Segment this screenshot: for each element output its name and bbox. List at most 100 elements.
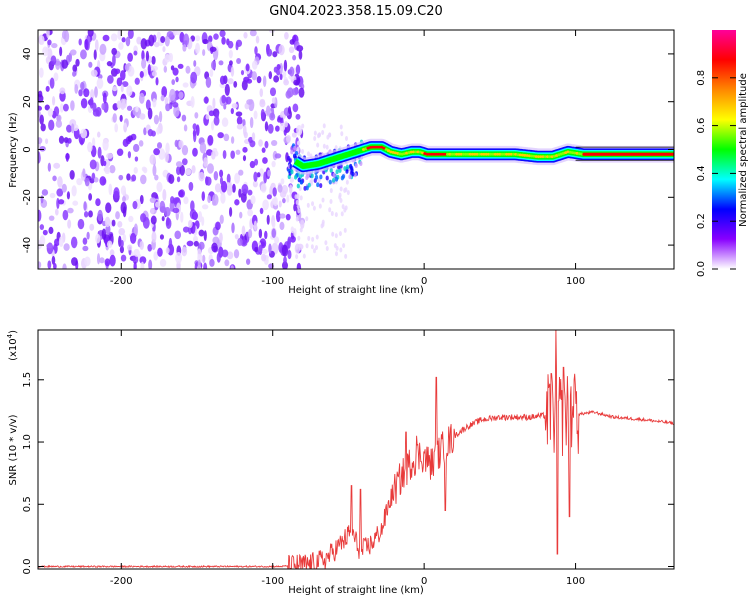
noise-blob [168, 237, 173, 250]
colorbar-tick-label: 0.2 [696, 213, 707, 229]
noise-blob [181, 114, 187, 122]
noise-blob [192, 123, 197, 131]
noise-blob [116, 77, 123, 87]
noise-blob [214, 183, 222, 193]
noise-blob [182, 44, 187, 52]
noise-blob [234, 233, 239, 240]
noise-blob [158, 111, 163, 123]
noise-blob-faint [339, 186, 343, 192]
noise-blob [287, 238, 291, 249]
noise-blob [191, 165, 196, 174]
noise-blob [121, 37, 126, 43]
noise-blob [235, 149, 241, 155]
noise-blob [133, 223, 138, 236]
noise-blob [120, 254, 127, 262]
noise-blob-faint [330, 211, 334, 217]
noise-blob [102, 92, 107, 104]
noise-blob [159, 234, 164, 240]
noise-blob [211, 199, 216, 206]
noise-blob [134, 77, 140, 85]
noise-blob [156, 127, 160, 135]
noise-blob [208, 35, 213, 43]
noise-blob [122, 138, 129, 147]
noise-blob [284, 31, 289, 40]
noise-blob [174, 30, 182, 36]
noise-blob [213, 116, 220, 126]
trace-halo [290, 149, 294, 155]
noise-blob [289, 66, 295, 77]
noise-blob [202, 49, 206, 56]
trace-core [457, 152, 461, 156]
noise-blob [161, 86, 168, 98]
noise-blob [117, 221, 123, 228]
noise-blob [230, 107, 234, 115]
noise-blob [40, 35, 45, 46]
noise-blob [99, 43, 107, 55]
noise-blob [103, 160, 107, 166]
trace-halo [348, 174, 352, 180]
snr-multiplier-exp: 4 [6, 333, 14, 338]
spectrogram-y-label: Frequency (Hz) [8, 112, 19, 188]
noise-blob [259, 207, 264, 215]
noise-blob [193, 130, 197, 143]
noise-blob [114, 123, 119, 133]
trace-core [439, 152, 443, 156]
noise-blob [133, 143, 140, 153]
noise-blob-faint [340, 211, 344, 217]
noise-blob [195, 124, 200, 136]
trace-core [373, 145, 377, 149]
noise-blob [104, 258, 111, 267]
noise-blob [113, 187, 120, 199]
noise-blob [101, 228, 107, 240]
noise-blob-faint [302, 253, 306, 259]
noise-blob [156, 181, 163, 193]
trace-halo [316, 182, 320, 188]
noise-blob [53, 106, 60, 117]
noise-blob [56, 188, 64, 197]
noise-blob [92, 137, 96, 148]
trace-core [471, 152, 475, 156]
noise-blob [118, 235, 122, 247]
noise-blob [221, 94, 227, 104]
noise-blob [273, 196, 278, 207]
noise-blob [219, 30, 226, 38]
noise-blob [234, 172, 241, 184]
noise-blob [59, 46, 63, 57]
noise-blob [241, 225, 246, 237]
trace-core [543, 155, 547, 159]
noise-blob [162, 46, 166, 53]
noise-blob [198, 211, 203, 223]
noise-blob [139, 240, 144, 250]
trace-core [459, 152, 463, 156]
noise-blob-faint [297, 235, 301, 241]
noise-blob [292, 54, 297, 61]
noise-blob [253, 220, 258, 231]
spectrogram-x-ticks: -200 -100 0 100 [110, 30, 585, 287]
noise-blob [221, 249, 229, 258]
noise-blob [259, 88, 264, 98]
noise-blob [58, 135, 65, 144]
noise-blob [248, 228, 253, 239]
noise-blob [193, 240, 199, 247]
noise-blob [258, 228, 263, 239]
trace-halo [305, 185, 309, 191]
noise-blob [298, 50, 303, 60]
noise-blob [279, 213, 286, 219]
noise-blob [178, 91, 184, 100]
noise-blob [71, 185, 77, 197]
noise-blob [281, 261, 288, 269]
noise-blob [38, 261, 42, 269]
noise-blob-faint [296, 194, 300, 200]
noise-blob [62, 209, 69, 221]
trace-core [477, 152, 482, 156]
noise-blob [148, 34, 155, 47]
noise-blob [59, 103, 64, 113]
noise-blob [172, 102, 179, 108]
noise-blob [266, 214, 270, 225]
noise-blob [157, 247, 163, 257]
noise-blob [276, 69, 281, 76]
noise-blob [47, 260, 52, 269]
noise-blob [49, 77, 55, 89]
noise-blob [241, 79, 248, 91]
